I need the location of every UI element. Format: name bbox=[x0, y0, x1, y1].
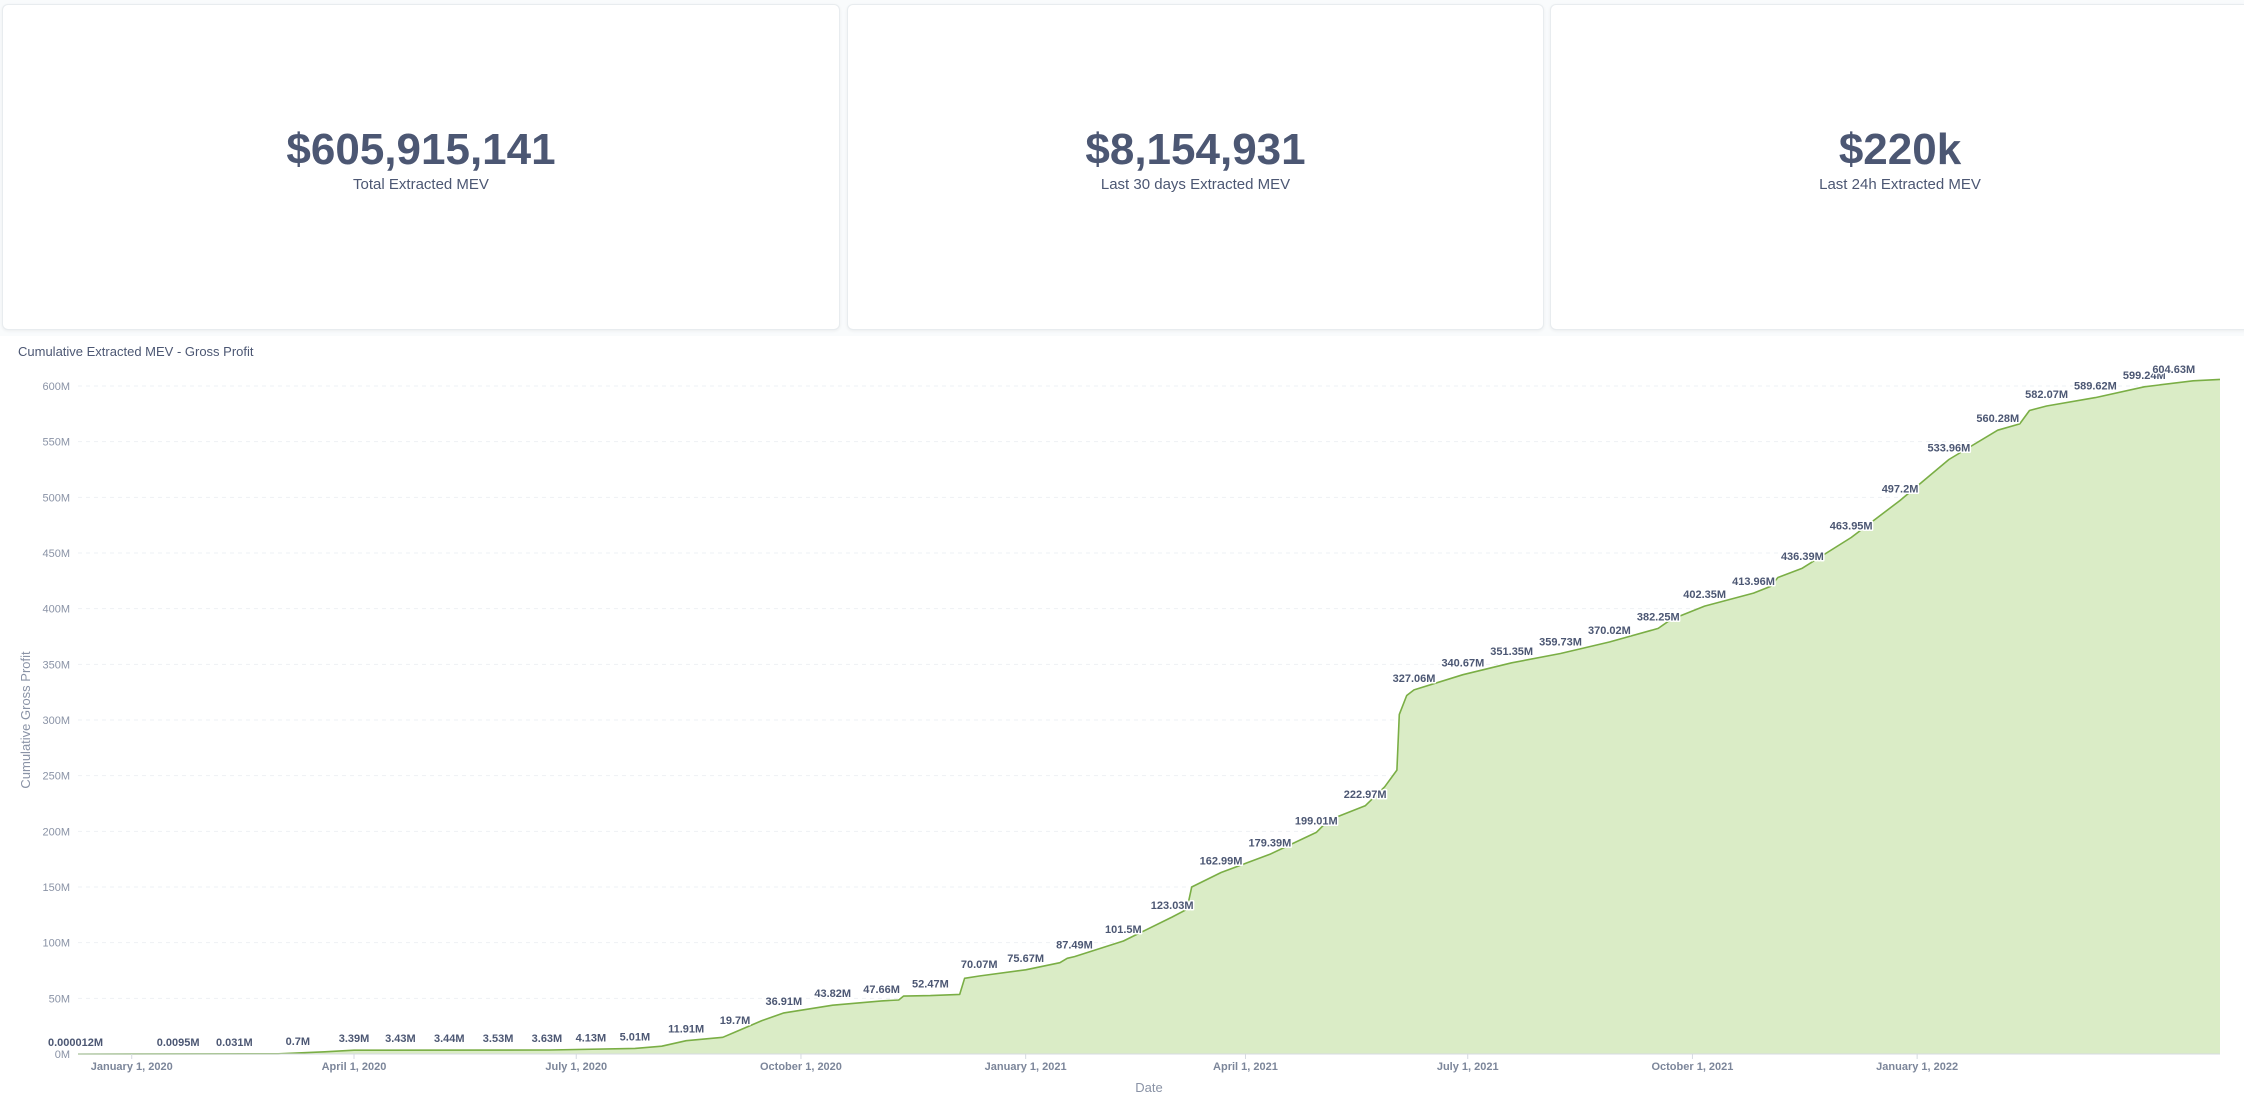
x-tick-label: April 1, 2020 bbox=[322, 1061, 387, 1073]
x-tick-label: October 1, 2021 bbox=[1651, 1061, 1733, 1073]
x-tick-label: April 1, 2021 bbox=[1213, 1061, 1278, 1073]
data-label: 382.25M bbox=[1637, 611, 1680, 623]
y-tick-label: 300M bbox=[42, 715, 70, 727]
x-axis-title: Date bbox=[1135, 1080, 1162, 1095]
y-tick-label: 0M bbox=[55, 1049, 70, 1061]
data-label: 582.07M bbox=[2025, 389, 2068, 401]
data-label: 47.66M bbox=[863, 984, 900, 996]
data-label: 5.01M bbox=[620, 1031, 651, 1043]
kpi-card-30-days: $8,154,931 Last 30 days Extracted MEV bbox=[847, 4, 1544, 330]
y-tick-label: 50M bbox=[49, 993, 70, 1005]
data-label: 0.0095M bbox=[157, 1037, 200, 1049]
x-tick-label: January 1, 2020 bbox=[91, 1061, 173, 1073]
y-tick-label: 250M bbox=[42, 771, 70, 783]
area-layer bbox=[77, 378, 2221, 1055]
kpi-label-30-days: Last 30 days Extracted MEV bbox=[1100, 175, 1291, 193]
data-label: 599.24M bbox=[2123, 370, 2166, 382]
data-label: 402.35M bbox=[1683, 589, 1726, 601]
y-tick-label: 550M bbox=[42, 437, 70, 449]
x-tick-label: January 1, 2022 bbox=[1876, 1061, 1958, 1073]
kpi-card-total: $605,915,141 Total Extracted MEV bbox=[2, 4, 840, 330]
cumulative-mev-chart: 0M 50M 100M 150M 200M 250M 300M 350M 400M 450M 500… bbox=[18, 362, 2221, 1095]
data-label: 560.28M bbox=[1976, 413, 2019, 425]
data-label: 3.53M bbox=[483, 1033, 514, 1045]
data-label: 3.43M bbox=[385, 1033, 416, 1045]
data-label: 11.91M bbox=[668, 1024, 704, 1036]
data-label: 589.62M bbox=[2074, 381, 2117, 393]
data-label: 199.01M bbox=[1295, 815, 1338, 827]
data-label: 162.99M bbox=[1200, 856, 1243, 868]
data-label: 436.39M bbox=[1781, 551, 1824, 563]
data-label: 4.13M bbox=[576, 1032, 607, 1044]
data-label: 75.67M bbox=[1007, 953, 1044, 965]
data-label: 370.02M bbox=[1588, 625, 1631, 637]
data-label: 463.95M bbox=[1830, 520, 1873, 532]
data-label: 179.39M bbox=[1248, 837, 1291, 849]
chart-card: Cumulative Extracted MEV - Gross Profit … bbox=[0, 336, 2244, 1099]
data-label: 327.06M bbox=[1393, 673, 1436, 685]
data-label: 359.73M bbox=[1539, 637, 1582, 649]
y-tick-label: 400M bbox=[42, 604, 70, 616]
y-tick-label: 350M bbox=[42, 659, 70, 671]
data-label: 0.7M bbox=[286, 1036, 310, 1048]
data-label: 52.47M bbox=[912, 979, 949, 991]
data-label: 0.000012M bbox=[48, 1037, 103, 1049]
data-label: 3.63M bbox=[532, 1033, 563, 1045]
y-axis-title: Cumulative Gross Profit bbox=[18, 651, 33, 789]
kpi-label-24h: Last 24h Extracted MEV bbox=[1819, 175, 1981, 193]
data-label: 43.82M bbox=[814, 988, 851, 1000]
kpi-card-24h: $220k Last 24h Extracted MEV bbox=[1550, 4, 2244, 330]
data-label: 3.44M bbox=[434, 1033, 465, 1045]
kpi-value-total: $605,915,141 bbox=[286, 125, 556, 175]
data-label: 101.5M bbox=[1105, 924, 1142, 936]
data-label: 604.63M bbox=[2152, 364, 2195, 376]
y-tick-label: 150M bbox=[42, 882, 70, 894]
data-label: 497.2M bbox=[1882, 483, 1919, 495]
x-tick-label: July 1, 2020 bbox=[545, 1061, 607, 1073]
series-line bbox=[77, 378, 2221, 1055]
y-tick-label: 200M bbox=[42, 826, 70, 838]
data-label: 0.031M bbox=[216, 1037, 253, 1049]
data-label: 36.91M bbox=[766, 996, 803, 1008]
chart-title: Cumulative Extracted MEV - Gross Profit bbox=[18, 344, 254, 359]
x-tick-label: October 1, 2020 bbox=[760, 1061, 842, 1073]
y-tick-label: 450M bbox=[42, 548, 70, 560]
data-label: 70.07M bbox=[961, 959, 998, 971]
data-label: 123.03M bbox=[1151, 900, 1194, 912]
data-labels: 0.000012M 0.0095M 0.031M 0.7M 3.39M 3.43M 3.44… bbox=[47, 362, 2197, 1050]
data-label: 3.39M bbox=[339, 1033, 370, 1045]
kpi-value-30-days: $8,154,931 bbox=[1085, 125, 1306, 175]
x-tick-label: July 1, 2021 bbox=[1437, 1061, 1499, 1073]
y-tick-label: 600M bbox=[42, 381, 70, 393]
data-label: 533.96M bbox=[1927, 443, 1970, 455]
kpi-value-24h: $220k bbox=[1838, 125, 1962, 175]
axes: 0M 50M 100M 150M 200M 250M 300M 350M 400M 450M 500… bbox=[42, 381, 2220, 1073]
data-label: 340.67M bbox=[1441, 658, 1484, 670]
y-tick-label: 100M bbox=[42, 938, 70, 950]
data-label: 413.96M bbox=[1732, 576, 1775, 588]
kpi-label-total: Total Extracted MEV bbox=[353, 175, 489, 193]
x-tick-label: January 1, 2021 bbox=[985, 1061, 1067, 1073]
y-tick-label: 500M bbox=[42, 492, 70, 504]
data-label: 351.35M bbox=[1490, 646, 1533, 658]
data-label: 87.49M bbox=[1056, 940, 1093, 952]
area-fill bbox=[78, 379, 2220, 1054]
data-label: 19.7M bbox=[720, 1015, 751, 1027]
data-label: 222.97M bbox=[1344, 789, 1387, 801]
